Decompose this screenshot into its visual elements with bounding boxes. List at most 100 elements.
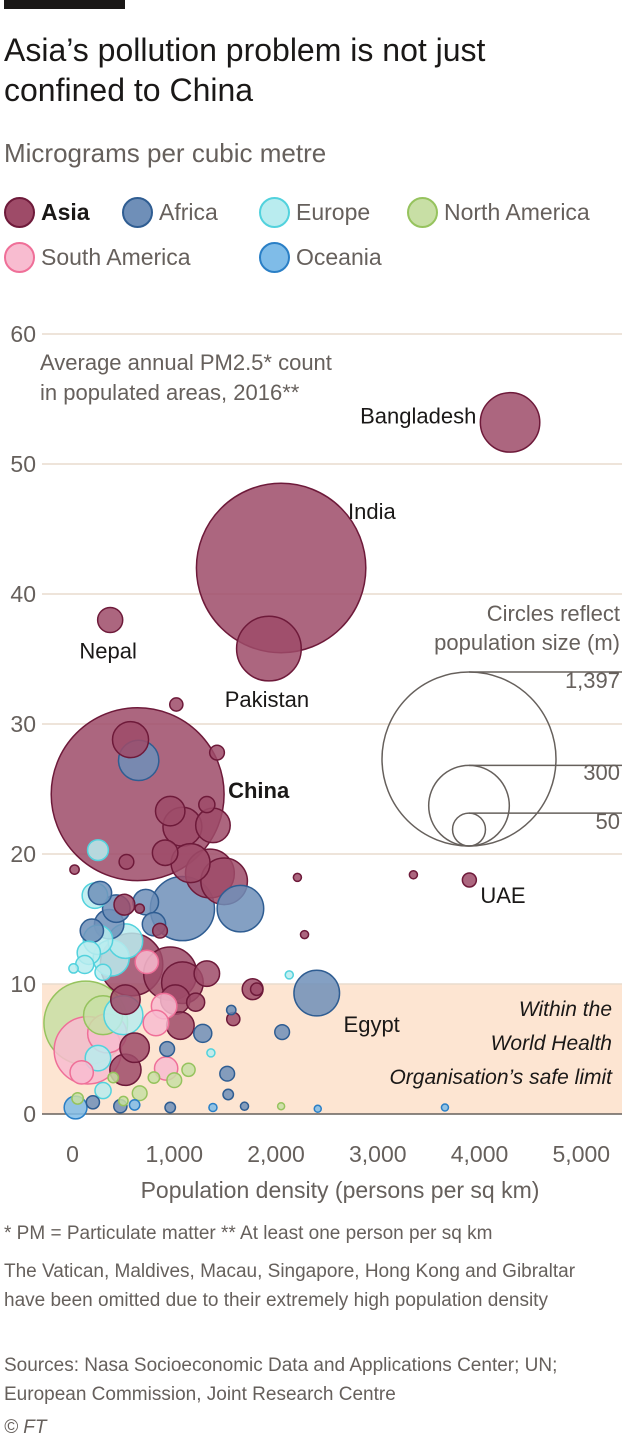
chart-annotation: Average annual PM2.5* count	[40, 350, 332, 375]
bubble-point	[134, 949, 160, 975]
bubble-point	[440, 1103, 450, 1112]
bubble-point	[69, 1060, 95, 1085]
bubble-point	[208, 744, 226, 761]
safe-limit-label: Organisation’s safe limit	[389, 1066, 613, 1089]
legend-item-south-america: South America	[4, 242, 191, 273]
chart-subtitle: Micrograms per cubic metre	[4, 138, 327, 168]
bubble-point	[166, 1072, 183, 1089]
bubble-point	[117, 1095, 129, 1107]
bubble-point	[113, 893, 136, 916]
bubble-point	[154, 795, 186, 827]
legend-swatch-south-america	[4, 242, 35, 273]
bubble-point	[151, 839, 179, 867]
copyright: © FT	[4, 1417, 47, 1438]
bubble-point	[206, 1048, 216, 1058]
y-tick-label: 30	[10, 711, 36, 737]
y-tick-label: 60	[10, 321, 36, 347]
footnote: * PM = Particulate matter ** At least on…	[4, 1223, 493, 1244]
x-tick-label: 5,000	[553, 1141, 611, 1167]
x-tick-label: 0	[66, 1141, 79, 1167]
bubble-point	[84, 1044, 112, 1072]
bubble-point	[164, 1101, 177, 1114]
bubble-point	[111, 720, 150, 759]
bubble-point	[94, 1081, 112, 1100]
bubble-point	[142, 1009, 170, 1037]
size-legend-label: 50	[596, 809, 620, 834]
bubble-point	[68, 962, 79, 974]
x-tick-label: 2,000	[247, 1141, 305, 1167]
bubble-point	[87, 880, 113, 906]
bubble-uae	[461, 872, 478, 888]
label-egypt: Egypt	[344, 1012, 400, 1037]
bubble-point	[284, 970, 295, 980]
bubble-point	[134, 903, 146, 915]
bubble-point	[107, 1071, 120, 1084]
bubble-point	[131, 1085, 148, 1102]
bubble-egypt	[293, 969, 341, 1017]
x-axis-label: Population density (persons per sq km)	[141, 1177, 540, 1203]
legend-swatch-oceania	[259, 242, 290, 273]
x-tick-label: 1,000	[145, 1141, 203, 1167]
bubble-point	[313, 1104, 323, 1114]
legend-swatch-africa	[122, 197, 153, 228]
legend-item-africa: Africa	[122, 197, 218, 228]
bubble-point	[292, 872, 303, 883]
bubble-point	[219, 1065, 236, 1082]
bubble-point	[159, 1040, 176, 1058]
legend-swatch-asia	[4, 197, 35, 228]
size-legend-label: 300	[583, 760, 620, 785]
legend-item-north-america: North America	[407, 197, 590, 228]
omitted-note: The Vatican, Maldives, Macau, Singapore,…	[4, 1261, 576, 1311]
bubble-point	[193, 960, 221, 988]
y-tick-label: 0	[23, 1101, 36, 1127]
y-tick-label: 20	[10, 841, 36, 867]
x-tick-label: 4,000	[451, 1141, 509, 1167]
bubble-point	[79, 918, 105, 944]
label-pakistan: Pakistan	[225, 687, 309, 712]
bubble-point	[71, 1091, 85, 1105]
bubble-point	[276, 1101, 286, 1111]
bubble-point	[94, 963, 112, 982]
bubble-point	[118, 853, 135, 870]
bubble-point	[198, 795, 216, 814]
bubble-point	[151, 922, 169, 939]
bubble-nepal	[96, 606, 124, 634]
bubble-point	[249, 982, 264, 997]
bubble-point	[208, 1102, 218, 1113]
chart-title: Asia’s pollution problem is not just con…	[4, 32, 486, 108]
legend-item-asia: Asia	[4, 197, 90, 228]
bubble-point	[185, 992, 206, 1012]
bubble-point	[168, 697, 184, 712]
bubble-point	[194, 807, 231, 844]
y-tick-label: 40	[10, 581, 36, 607]
top-accent-bar	[4, 0, 125, 9]
size-legend-circle	[427, 764, 511, 847]
size-legend-circle	[451, 812, 487, 847]
legend-label-asia: Asia	[41, 199, 90, 225]
label-bangladesh: Bangladesh	[360, 403, 476, 428]
bubble-point	[119, 1032, 151, 1064]
legend-label-oceania: Oceania	[296, 244, 382, 270]
bubble-pakistan	[235, 615, 302, 682]
label-nepal: Nepal	[79, 639, 136, 664]
bubble-point	[274, 1023, 291, 1041]
legend-swatch-north-america	[407, 197, 438, 228]
legend-swatch-europe	[259, 197, 290, 228]
bubble-point	[128, 1098, 141, 1111]
chart-annotation: in populated areas, 2016**	[40, 380, 300, 405]
legend-item-europe: Europe	[259, 197, 370, 228]
bubble-chart: 0 10 20 30 40 50 60 0 1,000 2,000 3,000 4,000 5,000 P…	[10, 321, 622, 1203]
bubble-point	[109, 984, 141, 1016]
y-tick-label: 10	[10, 971, 36, 997]
safe-limit-label: World Health	[491, 1032, 612, 1055]
bubble-point	[69, 864, 80, 876]
bubble-point	[181, 1062, 196, 1078]
bubble-bangladesh	[479, 391, 541, 453]
label-uae: UAE	[480, 883, 525, 908]
bubble-point	[147, 1071, 161, 1085]
label-china: China	[228, 778, 290, 803]
bubble-point	[239, 1101, 250, 1111]
bubble-point	[193, 1023, 213, 1044]
bubble-point	[225, 1004, 237, 1016]
size-legend-title: Circles reflect	[487, 601, 620, 626]
